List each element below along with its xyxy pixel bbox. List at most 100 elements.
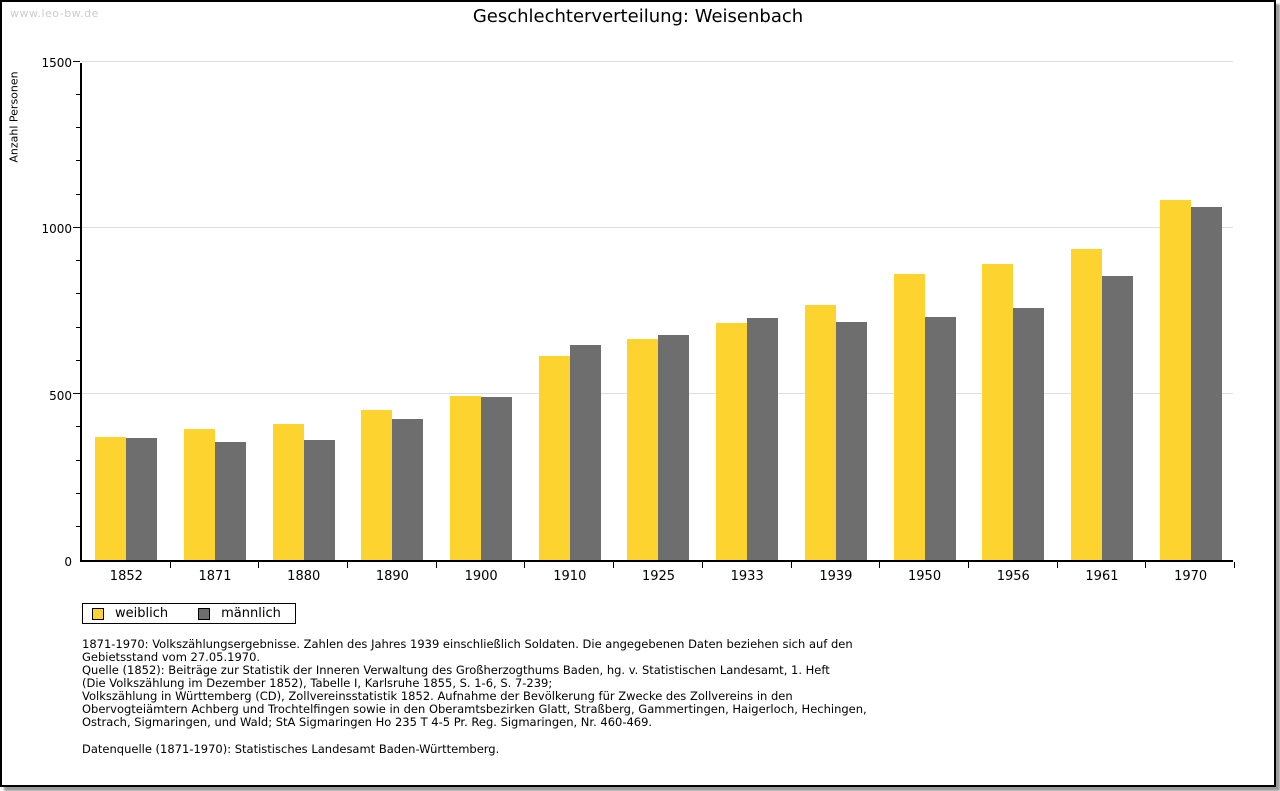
y-tick-minor-700 [76,326,80,328]
bar-weiblich-1961 [1070,248,1102,560]
x-tick-1925 [701,562,703,568]
x-axis-label-1961: 1961 [1085,569,1119,584]
x-tick-1910 [613,562,615,568]
bar-männlich-1900 [481,397,513,560]
bar-männlich-1950 [924,316,956,560]
footnote-line-3: Quelle (1852): Beiträge zur Statistik de… [82,663,830,677]
bar-weiblich-1970 [1159,199,1191,560]
bar-weiblich-1939 [804,304,836,560]
y-tick-major-1000 [73,226,80,228]
footnote-line-2: Gebietsstand vom 27.05.1970. [82,650,261,664]
bar-männlich-1852 [126,437,158,560]
x-axis-label-1956: 1956 [996,569,1030,584]
bar-weiblich-1956 [982,263,1014,560]
bar-group-1925 [614,334,703,560]
gridline-1500 [82,60,1233,62]
weiblich-color-swatch [92,607,104,620]
bar-männlich-1925 [658,334,690,560]
bar-weiblich-1933 [716,322,748,560]
bar-weiblich-1880 [272,423,304,560]
bar-group-1910 [525,345,614,560]
bar-männlich-1933 [747,318,779,560]
y-tick-label-500: 500 [49,388,72,403]
x-tick-1970 [1234,562,1235,568]
x-tick-1890 [435,562,437,568]
x-tick-1961 [1145,562,1147,568]
bar-group-1956 [969,263,1058,560]
x-tick-1871 [258,562,260,568]
footnote-line-6: Obervogteiämtern Achberg und Trochtelfin… [82,702,867,716]
bar-group-1970 [1146,199,1235,560]
footnotes: 1871-1970: Volkszählungsergebnisse. Zahl… [82,638,1262,729]
y-tick-label-0: 0 [64,555,72,569]
x-axis-label-1970: 1970 [1174,569,1208,584]
bar-männlich-1871 [215,441,247,560]
bar-weiblich-1950 [893,273,925,560]
bar-group-1871 [171,428,260,560]
y-tick-minor-600 [76,359,80,361]
y-tick-minor-400 [76,426,80,428]
y-tick-major-500 [73,393,80,395]
bar-group-1939 [792,304,881,560]
maennlich-color-swatch [198,607,211,620]
footnote-line-4: (Die Volkszählung im Dezember 1852), Tab… [82,676,553,690]
bar-weiblich-1852 [95,436,127,560]
bar-männlich-1939 [835,322,867,560]
x-tick-1950 [967,562,969,568]
x-tick-1900 [524,562,526,568]
y-tick-minor-300 [76,459,80,461]
x-tick-1880 [347,562,349,568]
chart-title: Geschlechterverteilung: Weisenbach [472,6,804,27]
x-axis-label-1950: 1950 [908,569,942,584]
bar-group-1880 [259,423,348,560]
y-tick-minor-800 [76,293,80,295]
bar-männlich-1890 [392,419,424,560]
y-tick-minor-1100 [76,193,80,195]
y-tick-label-1500: 1500 [41,56,72,70]
y-tick-label-1000: 1000 [41,222,72,237]
legend-label-weiblich: weiblich [115,606,169,621]
legend: weiblich männlich [82,603,296,624]
x-tick-1933 [790,562,792,568]
bar-weiblich-1910 [538,355,570,560]
y-tick-minor-1300 [76,127,80,129]
x-axis-label-1939: 1939 [819,569,853,584]
bar-weiblich-1890 [361,410,393,560]
bar-männlich-1956 [1013,308,1045,560]
x-axis-label-1871: 1871 [198,569,232,584]
x-axis-label-1910: 1910 [553,569,587,584]
bar-group-1890 [348,410,437,560]
bar-group-1950 [880,273,969,560]
bar-group-1961 [1058,248,1147,560]
x-tick-1956 [1056,562,1058,568]
gridline-1000 [82,226,1233,228]
bar-männlich-1910 [569,345,601,560]
bar-weiblich-1900 [450,395,482,560]
plot-area: 0 500 1000 1500 1852 1871 1880 1890 1900 1910 1925… [41,56,1235,584]
y-axis-label: Anzahl Personen [7,71,21,163]
legend-item-weiblich: weiblich [92,606,168,621]
footnote-line-7: Ostrach, Sigmaringen, und Wald; StA Sigm… [82,715,653,729]
x-axis-label-1880: 1880 [287,569,321,584]
y-tick-minor-1200 [76,160,80,162]
watermark: www.leo-bw.de [10,7,99,20]
legend-item-maennlich: männlich [198,606,281,621]
data-source-note: Datenquelle (1871-1970): Statistisches L… [82,742,500,756]
bar-männlich-1961 [1101,275,1133,560]
x-axis-label-1890: 1890 [375,569,409,584]
bar-männlich-1970 [1190,206,1222,560]
bar-group-1900 [437,395,526,560]
x-axis-label-1900: 1900 [464,569,498,584]
y-tick-minor-900 [76,260,80,262]
bar-group-1933 [703,318,792,560]
y-tick-minor-1400 [76,93,80,95]
bar-group-1852 [82,436,171,560]
footnote-line-1: 1871-1970: Volkszählungsergebnisse. Zahl… [82,637,853,651]
footnote-line-5: Volkszählung in Württemberg (CD), Zollve… [82,689,793,703]
bar-weiblich-1925 [627,338,659,560]
y-tick-minor-200 [76,492,80,494]
x-tick-1852 [169,562,171,568]
x-axis-label-1852: 1852 [109,569,143,584]
y-tick-minor-100 [76,526,80,528]
